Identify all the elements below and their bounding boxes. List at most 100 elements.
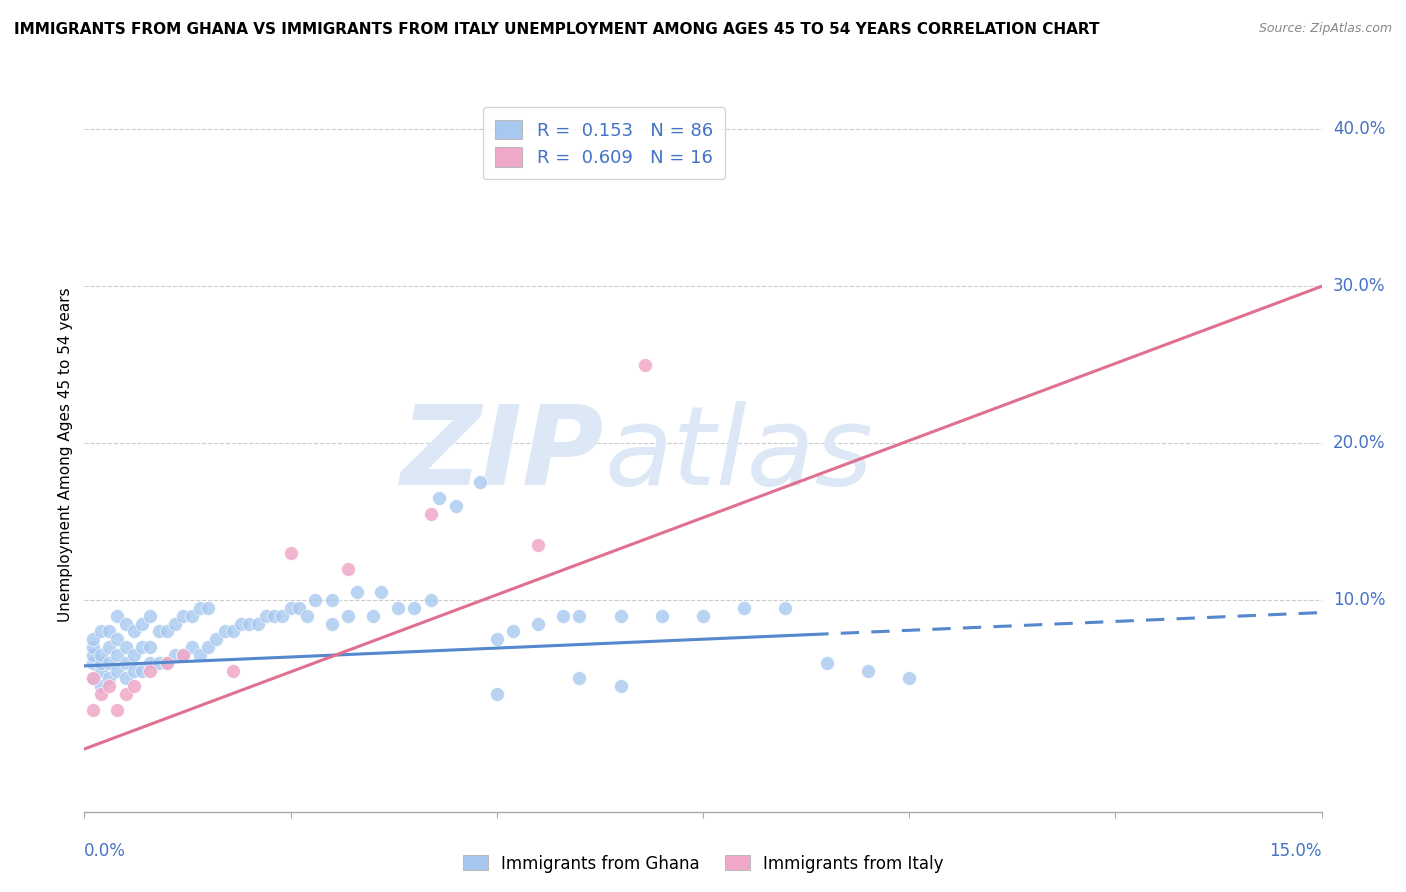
Point bbox=[188, 600, 211, 615]
Point bbox=[172, 648, 194, 662]
Point bbox=[82, 656, 104, 670]
Point bbox=[156, 624, 179, 639]
Point bbox=[90, 624, 112, 639]
Point bbox=[898, 672, 921, 686]
Point bbox=[122, 624, 145, 639]
Point bbox=[172, 608, 194, 623]
Point bbox=[609, 679, 631, 693]
Text: 30.0%: 30.0% bbox=[1333, 277, 1385, 295]
Point bbox=[321, 593, 343, 607]
Point bbox=[90, 679, 112, 693]
Point bbox=[280, 546, 302, 560]
Point bbox=[114, 616, 136, 631]
Point bbox=[568, 672, 591, 686]
Point bbox=[105, 608, 128, 623]
Point bbox=[131, 640, 153, 654]
Point bbox=[197, 640, 219, 654]
Point bbox=[82, 672, 104, 686]
Point bbox=[180, 640, 202, 654]
Text: Source: ZipAtlas.com: Source: ZipAtlas.com bbox=[1258, 22, 1392, 36]
Point bbox=[222, 624, 245, 639]
Point bbox=[485, 687, 508, 701]
Point bbox=[105, 703, 128, 717]
Legend: Immigrants from Ghana, Immigrants from Italy: Immigrants from Ghana, Immigrants from I… bbox=[456, 848, 950, 880]
Point bbox=[98, 656, 121, 670]
Point bbox=[246, 616, 269, 631]
Point bbox=[568, 608, 591, 623]
Point bbox=[148, 624, 170, 639]
Point bbox=[263, 608, 285, 623]
Point bbox=[165, 648, 187, 662]
Text: ZIP: ZIP bbox=[401, 401, 605, 508]
Point bbox=[775, 600, 797, 615]
Point bbox=[105, 648, 128, 662]
Point bbox=[114, 640, 136, 654]
Point bbox=[485, 632, 508, 647]
Point bbox=[634, 358, 657, 372]
Point bbox=[856, 664, 879, 678]
Point bbox=[419, 507, 441, 521]
Point bbox=[90, 664, 112, 678]
Point bbox=[165, 616, 187, 631]
Point bbox=[214, 624, 236, 639]
Text: 0.0%: 0.0% bbox=[84, 842, 127, 860]
Point bbox=[254, 608, 277, 623]
Point bbox=[692, 608, 714, 623]
Text: 40.0%: 40.0% bbox=[1333, 120, 1385, 138]
Point bbox=[122, 679, 145, 693]
Point bbox=[229, 616, 252, 631]
Point bbox=[651, 608, 673, 623]
Y-axis label: Unemployment Among Ages 45 to 54 years: Unemployment Among Ages 45 to 54 years bbox=[58, 287, 73, 623]
Point bbox=[205, 632, 228, 647]
Text: 10.0%: 10.0% bbox=[1333, 591, 1385, 609]
Point bbox=[337, 608, 360, 623]
Point bbox=[98, 679, 121, 693]
Point bbox=[222, 664, 245, 678]
Point bbox=[502, 624, 524, 639]
Point bbox=[346, 585, 368, 599]
Point bbox=[90, 687, 112, 701]
Point bbox=[90, 656, 112, 670]
Point bbox=[271, 608, 294, 623]
Point bbox=[139, 656, 162, 670]
Point bbox=[172, 648, 194, 662]
Point bbox=[609, 608, 631, 623]
Point bbox=[156, 656, 179, 670]
Text: IMMIGRANTS FROM GHANA VS IMMIGRANTS FROM ITALY UNEMPLOYMENT AMONG AGES 45 TO 54 : IMMIGRANTS FROM GHANA VS IMMIGRANTS FROM… bbox=[14, 22, 1099, 37]
Point bbox=[114, 687, 136, 701]
Point bbox=[82, 632, 104, 647]
Point bbox=[105, 664, 128, 678]
Point bbox=[419, 593, 441, 607]
Point bbox=[188, 648, 211, 662]
Point bbox=[148, 656, 170, 670]
Point bbox=[98, 640, 121, 654]
Point bbox=[131, 616, 153, 631]
Point bbox=[122, 664, 145, 678]
Point bbox=[180, 608, 202, 623]
Point bbox=[527, 616, 550, 631]
Point bbox=[321, 616, 343, 631]
Point bbox=[82, 640, 104, 654]
Point bbox=[90, 648, 112, 662]
Text: atlas: atlas bbox=[605, 401, 873, 508]
Point bbox=[82, 703, 104, 717]
Point bbox=[370, 585, 392, 599]
Point bbox=[105, 632, 128, 647]
Point bbox=[82, 648, 104, 662]
Point bbox=[427, 491, 450, 505]
Point bbox=[114, 656, 136, 670]
Point bbox=[238, 616, 260, 631]
Point bbox=[404, 600, 426, 615]
Point bbox=[337, 561, 360, 575]
Point bbox=[156, 656, 179, 670]
Point bbox=[551, 608, 574, 623]
Point bbox=[295, 608, 318, 623]
Point bbox=[304, 593, 326, 607]
Point bbox=[444, 499, 467, 513]
Point bbox=[139, 664, 162, 678]
Point bbox=[197, 600, 219, 615]
Point bbox=[139, 640, 162, 654]
Point bbox=[122, 648, 145, 662]
Point bbox=[470, 475, 492, 490]
Point bbox=[98, 624, 121, 639]
